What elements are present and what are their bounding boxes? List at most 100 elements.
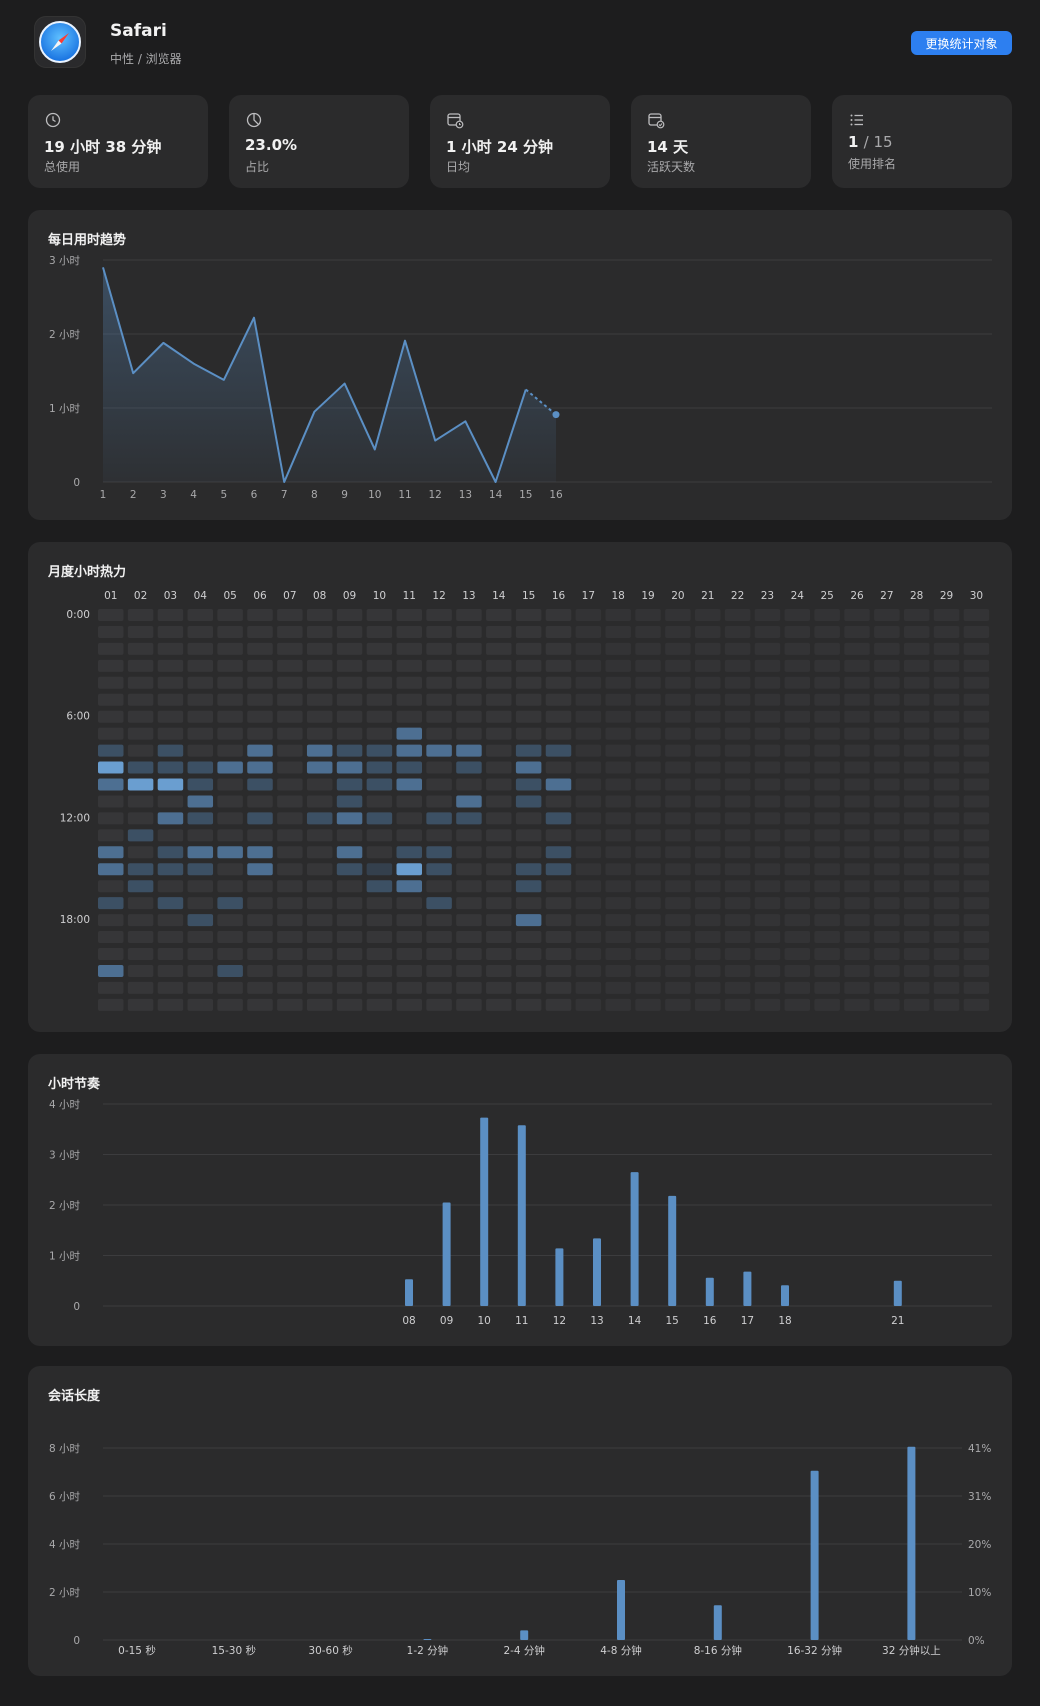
heat-cell [426, 676, 452, 689]
heat-cell [784, 981, 811, 994]
heat-cell [187, 897, 214, 910]
heat-cell [933, 964, 960, 977]
heat-cell [933, 998, 960, 1011]
heat-cell [575, 981, 602, 994]
heat-cell [336, 761, 363, 774]
heat-cell [545, 795, 572, 808]
heat-cell [366, 795, 393, 808]
heat-cell [784, 778, 811, 791]
y-tick-label: 4 小时 [49, 1099, 81, 1111]
heat-cell [605, 778, 631, 791]
heat-cell [605, 914, 631, 927]
heat-cell [545, 642, 572, 655]
heat-cell [277, 914, 303, 927]
session-bar [423, 1639, 432, 1641]
heat-cell [247, 676, 273, 689]
heat-cell [605, 625, 631, 638]
heat-cell [486, 693, 512, 706]
day-label: 14 [492, 590, 506, 602]
heat-cell [724, 914, 751, 927]
heat-cell [724, 727, 751, 740]
panel-title: 月度小时热力 [48, 565, 127, 580]
heat-cell [306, 676, 333, 689]
heat-cell [605, 609, 631, 621]
heat-cell [486, 676, 512, 689]
heat-cell [695, 744, 721, 757]
heat-cell [933, 829, 960, 842]
heat-cell [336, 659, 363, 672]
heat-cell [844, 625, 870, 638]
heat-cell [306, 693, 333, 706]
heat-cell [187, 863, 214, 876]
heat-cell [456, 761, 482, 774]
heat-cell [874, 948, 900, 960]
heat-cell [336, 609, 363, 621]
heat-cell [844, 778, 870, 791]
heat-cell [635, 778, 661, 791]
y-tick-label: 4 小时 [49, 1539, 81, 1551]
heat-cell [665, 914, 691, 927]
heat-cell [187, 676, 214, 689]
heat-cell [874, 829, 900, 842]
x-tick-label: 9 [341, 489, 348, 501]
heat-cell [396, 778, 422, 791]
heat-cell [933, 795, 960, 808]
heat-cell [605, 981, 631, 994]
x-tick-label: 0-15 秒 [118, 1644, 156, 1657]
heat-cell [963, 710, 990, 723]
heat-cell [903, 659, 930, 672]
heat-cell [754, 659, 781, 672]
heat-cell [754, 744, 781, 757]
heat-cell [486, 846, 512, 859]
heat-cell [665, 964, 691, 977]
switch-target-button[interactable]: 更换统计对象 [911, 31, 1012, 55]
heat-cell [306, 744, 333, 757]
heat-cell [545, 659, 572, 672]
heat-cell [187, 609, 214, 621]
trend-area [103, 267, 556, 482]
heat-cell [426, 727, 452, 740]
heat-cell [336, 998, 363, 1011]
heat-cell [575, 931, 602, 944]
heat-cell [336, 964, 363, 977]
heat-cell [396, 998, 422, 1011]
y-tick-label: 0 [73, 477, 80, 489]
heat-cell [754, 609, 781, 621]
heat-cell [187, 914, 214, 927]
heat-cell [336, 981, 363, 994]
heat-cell [575, 880, 602, 893]
heat-cell [396, 880, 422, 893]
heat-cell [575, 829, 602, 842]
heat-cell [814, 948, 840, 960]
heat-cell [187, 744, 214, 757]
day-label: 06 [253, 590, 267, 602]
heat-cell [336, 710, 363, 723]
y-tick-label: 3 小时 [49, 255, 81, 267]
heat-cell [963, 625, 990, 638]
heat-cell [814, 863, 840, 876]
heat-cell [366, 625, 393, 638]
y-tick-label: 2 小时 [49, 329, 81, 341]
x-tick-label: 11 [398, 489, 411, 501]
heat-cell [515, 609, 542, 621]
x-tick-label: 12 [429, 489, 442, 501]
heat-cell [814, 609, 840, 621]
heat-cell [724, 795, 751, 808]
heat-cell [635, 609, 661, 621]
heat-cell [127, 642, 154, 655]
heat-cell [486, 727, 512, 740]
heat-cell [695, 981, 721, 994]
heat-cell [157, 998, 184, 1011]
heat-cell [545, 914, 572, 927]
heat-cell [903, 625, 930, 638]
heat-cell [336, 829, 363, 842]
heat-cell [187, 795, 214, 808]
hour-bar [593, 1238, 601, 1306]
heat-cell [366, 948, 393, 960]
heat-cell [217, 863, 243, 876]
x-tick-label: 16-32 分钟 [787, 1644, 842, 1657]
heat-cell [545, 727, 572, 740]
heat-cell [874, 744, 900, 757]
heat-cell [754, 829, 781, 842]
heat-cell [903, 693, 930, 706]
